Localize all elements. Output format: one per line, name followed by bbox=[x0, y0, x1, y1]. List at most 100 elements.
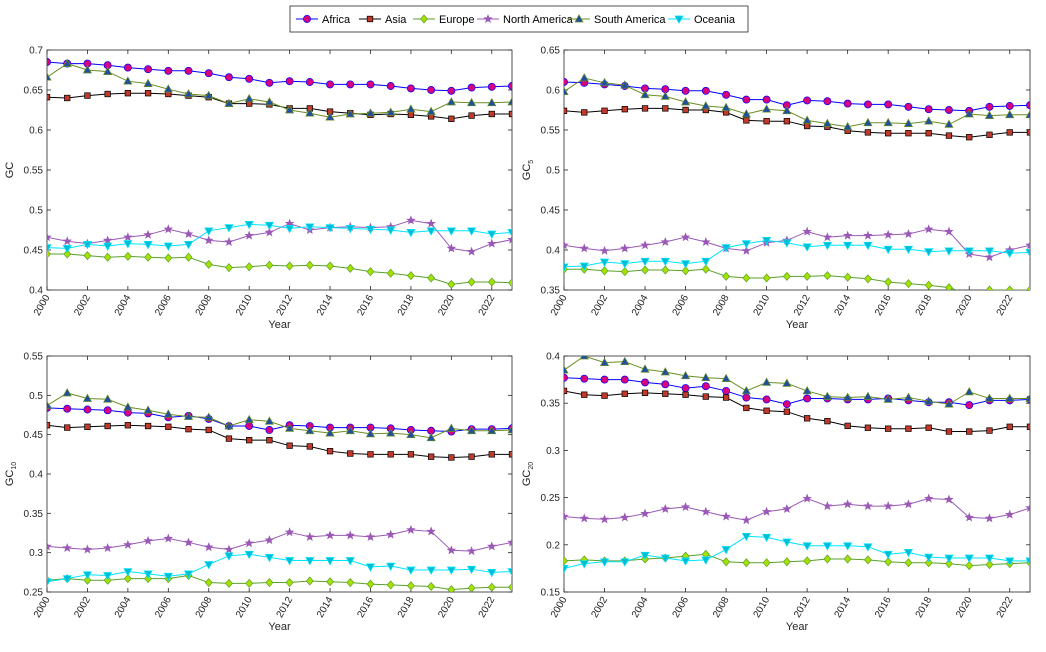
series-line-europe bbox=[47, 253, 512, 285]
y-tick-label: 0.3 bbox=[29, 548, 43, 559]
data-point-europe bbox=[1005, 285, 1014, 290]
data-point-oceania bbox=[103, 242, 113, 251]
x-tick-label: 2004 bbox=[630, 595, 651, 620]
data-point-asia bbox=[702, 393, 709, 400]
data-point-europe bbox=[467, 277, 476, 287]
data-point-oceania bbox=[984, 554, 995, 563]
data-point-africa bbox=[884, 100, 893, 109]
data-point-asia bbox=[448, 115, 455, 122]
data-point-europe bbox=[184, 252, 193, 262]
data-point-asia bbox=[468, 112, 475, 119]
data-point-north-america bbox=[143, 229, 153, 239]
data-point-asia bbox=[47, 422, 51, 429]
data-point-asia bbox=[925, 424, 932, 431]
data-point-oceania bbox=[640, 257, 650, 267]
data-point-asia bbox=[722, 394, 730, 401]
data-point-south-america bbox=[426, 106, 436, 115]
data-point-oceania bbox=[325, 224, 335, 233]
data-point-europe bbox=[346, 578, 355, 588]
series-africa bbox=[564, 373, 1030, 410]
data-point-south-america bbox=[345, 425, 355, 435]
data-point-asia bbox=[564, 387, 568, 395]
data-point-africa bbox=[47, 58, 51, 66]
legend-label-africa: Africa bbox=[322, 14, 351, 26]
x-axis-label: Year bbox=[786, 319, 809, 331]
y-tick-label: 0.2 bbox=[546, 540, 560, 551]
data-point-oceania bbox=[1005, 557, 1015, 566]
series-europe bbox=[564, 264, 1030, 290]
data-point-south-america bbox=[782, 378, 792, 387]
data-point-north-america bbox=[660, 237, 671, 247]
data-point-africa bbox=[326, 80, 334, 89]
data-point-asia bbox=[508, 451, 512, 458]
data-point-south-america bbox=[924, 396, 934, 405]
series-line-oceania bbox=[47, 223, 512, 249]
data-point-north-america bbox=[244, 230, 254, 240]
series-asia bbox=[47, 422, 512, 461]
x-tick-label: 2016 bbox=[873, 293, 894, 318]
series-group bbox=[47, 388, 512, 592]
data-point-oceania bbox=[802, 243, 812, 252]
x-tick-label: 2008 bbox=[194, 595, 215, 620]
data-point-europe bbox=[83, 251, 92, 261]
data-point-africa bbox=[823, 97, 832, 106]
data-point-south-america bbox=[680, 370, 691, 380]
data-point-asia bbox=[743, 404, 750, 412]
data-point-south-america bbox=[82, 393, 93, 402]
data-point-asia bbox=[601, 392, 608, 399]
data-point-north-america bbox=[466, 546, 477, 556]
x-tick-label: 2002 bbox=[589, 595, 610, 620]
data-point-oceania bbox=[204, 227, 214, 236]
data-point-europe bbox=[265, 260, 274, 270]
data-point-north-america bbox=[822, 501, 833, 511]
data-point-south-america bbox=[1005, 393, 1015, 402]
data-point-europe bbox=[366, 579, 375, 589]
x-axis-label: Year bbox=[786, 621, 809, 633]
data-point-africa bbox=[600, 375, 609, 384]
data-point-oceania bbox=[143, 241, 153, 250]
data-point-europe bbox=[326, 577, 335, 587]
y-tick-label: 0.35 bbox=[24, 509, 44, 520]
data-point-north-america bbox=[660, 503, 671, 513]
data-point-oceania bbox=[386, 226, 396, 235]
data-point-oceania bbox=[1025, 249, 1030, 258]
data-point-africa bbox=[762, 395, 771, 404]
plot-frame bbox=[563, 355, 1031, 593]
data-point-asia bbox=[581, 109, 588, 116]
data-point-north-america bbox=[426, 218, 436, 228]
data-point-south-america bbox=[660, 91, 670, 100]
data-point-north-america bbox=[62, 236, 72, 246]
data-point-north-america bbox=[244, 538, 254, 548]
data-point-asia bbox=[1026, 129, 1030, 136]
y-tick-label: 0.4 bbox=[29, 470, 43, 481]
data-point-oceania bbox=[386, 562, 396, 571]
y-tick-label: 0.6 bbox=[29, 126, 43, 137]
data-point-africa bbox=[782, 400, 791, 409]
data-point-oceania bbox=[903, 549, 914, 558]
data-point-oceania bbox=[924, 248, 934, 257]
series-line-north-america bbox=[564, 497, 1030, 521]
data-point-south-america bbox=[47, 72, 52, 81]
legend-item-oceania: Oceania bbox=[668, 14, 736, 26]
data-point-south-america bbox=[507, 425, 512, 434]
data-point-asia bbox=[986, 427, 993, 434]
data-point-south-america bbox=[822, 118, 832, 127]
data-point-south-america bbox=[984, 110, 995, 119]
data-point-europe bbox=[285, 261, 294, 271]
data-point-north-america bbox=[507, 234, 512, 244]
data-point-asia bbox=[144, 422, 152, 430]
data-point-africa bbox=[204, 69, 213, 78]
legend-item-europe: Europe bbox=[413, 14, 474, 26]
data-point-europe bbox=[406, 271, 415, 281]
data-point-oceania bbox=[82, 241, 93, 250]
data-point-south-america bbox=[224, 98, 234, 107]
data-point-africa bbox=[386, 82, 395, 90]
data-point-oceania bbox=[285, 557, 295, 566]
y-tick-label: 0.15 bbox=[541, 588, 561, 599]
data-point-africa bbox=[803, 96, 812, 105]
data-point-africa bbox=[123, 63, 132, 72]
data-point-north-america bbox=[964, 512, 974, 522]
data-point-south-america bbox=[579, 356, 589, 360]
